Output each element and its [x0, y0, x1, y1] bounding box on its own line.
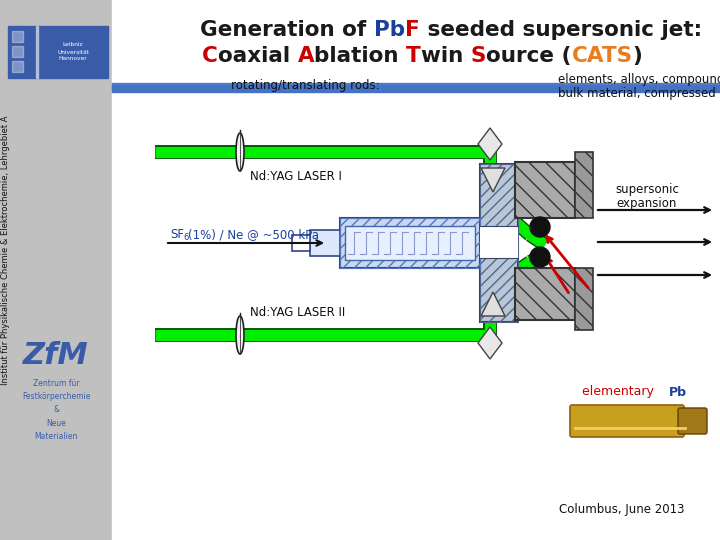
Bar [0, 0, 112, 540]
Bar [345, 226, 475, 260]
Text: CATS: CATS [572, 46, 633, 66]
Text: Nd:YAG LASER I: Nd:YAG LASER I [250, 171, 342, 184]
Text: Leibniz
Universität
Hannover: Leibniz Universität Hannover [57, 43, 89, 62]
Text: oaxial: oaxial [218, 46, 297, 66]
Text: win: win [421, 46, 471, 66]
Bar [292, 235, 310, 251]
Bar [112, 86, 720, 92]
FancyBboxPatch shape [570, 405, 684, 437]
Text: blation: blation [314, 46, 406, 66]
Bar [12, 46, 23, 57]
Polygon shape [478, 327, 502, 359]
Text: S: S [471, 46, 486, 66]
Polygon shape [481, 292, 505, 316]
Text: expansion: expansion [617, 198, 678, 211]
Text: elements, alloys, compounds: elements, alloys, compounds [558, 73, 720, 86]
Text: F: F [405, 20, 420, 40]
Bar [12, 31, 23, 42]
Bar [480, 226, 518, 258]
FancyBboxPatch shape [678, 408, 707, 434]
Text: ): ) [633, 46, 642, 66]
Bar [480, 164, 518, 322]
Text: Pb: Pb [374, 20, 405, 40]
Text: ZfM: ZfM [23, 341, 89, 369]
Bar [112, 86, 720, 89]
Text: A: A [297, 46, 314, 66]
Polygon shape [478, 128, 502, 160]
Bar [112, 0, 720, 540]
Text: Nd:YAG LASER II: Nd:YAG LASER II [250, 306, 346, 319]
Bar [36, 26, 38, 78]
Text: supersonic: supersonic [615, 184, 679, 197]
Bar [340, 218, 480, 268]
Bar [310, 230, 340, 256]
Text: elementary: elementary [582, 386, 658, 399]
Polygon shape [481, 168, 505, 192]
Bar [112, 87, 720, 90]
Circle shape [530, 247, 550, 267]
Bar [575, 268, 593, 330]
Text: seeded supersonic jet:: seeded supersonic jet: [420, 20, 702, 40]
Text: Zentrum für
Festkörperchemie
&
Neue
Materialien: Zentrum für Festkörperchemie & Neue Mate… [22, 379, 90, 441]
Text: Institut für Physikalische Chemie & Elektrochemie, Lehrgebiet A: Institut für Physikalische Chemie & Elek… [1, 115, 11, 384]
Ellipse shape [236, 316, 244, 354]
Bar [515, 268, 575, 320]
Circle shape [530, 217, 550, 237]
Bar [480, 164, 518, 322]
Bar [515, 162, 575, 218]
Bar [112, 83, 720, 85]
Text: Pb: Pb [669, 386, 687, 399]
Text: rotating/translating rods:: rotating/translating rods: [230, 78, 379, 91]
Bar [8, 26, 108, 78]
Text: (1%) / Ne @ ~500 kPa: (1%) / Ne @ ~500 kPa [188, 228, 319, 241]
Text: T: T [406, 46, 421, 66]
Text: Generation of: Generation of [200, 20, 374, 40]
Text: SF: SF [170, 228, 184, 241]
Bar [575, 152, 593, 218]
Ellipse shape [236, 133, 244, 171]
Text: bulk material, compressed powder: bulk material, compressed powder [558, 87, 720, 100]
Text: 6: 6 [183, 233, 189, 242]
Text: C: C [202, 46, 218, 66]
Bar [340, 218, 480, 268]
Text: Columbus, June 2013: Columbus, June 2013 [559, 503, 685, 516]
Text: ource (: ource ( [486, 46, 572, 66]
Bar [112, 84, 720, 87]
Bar [12, 61, 23, 72]
